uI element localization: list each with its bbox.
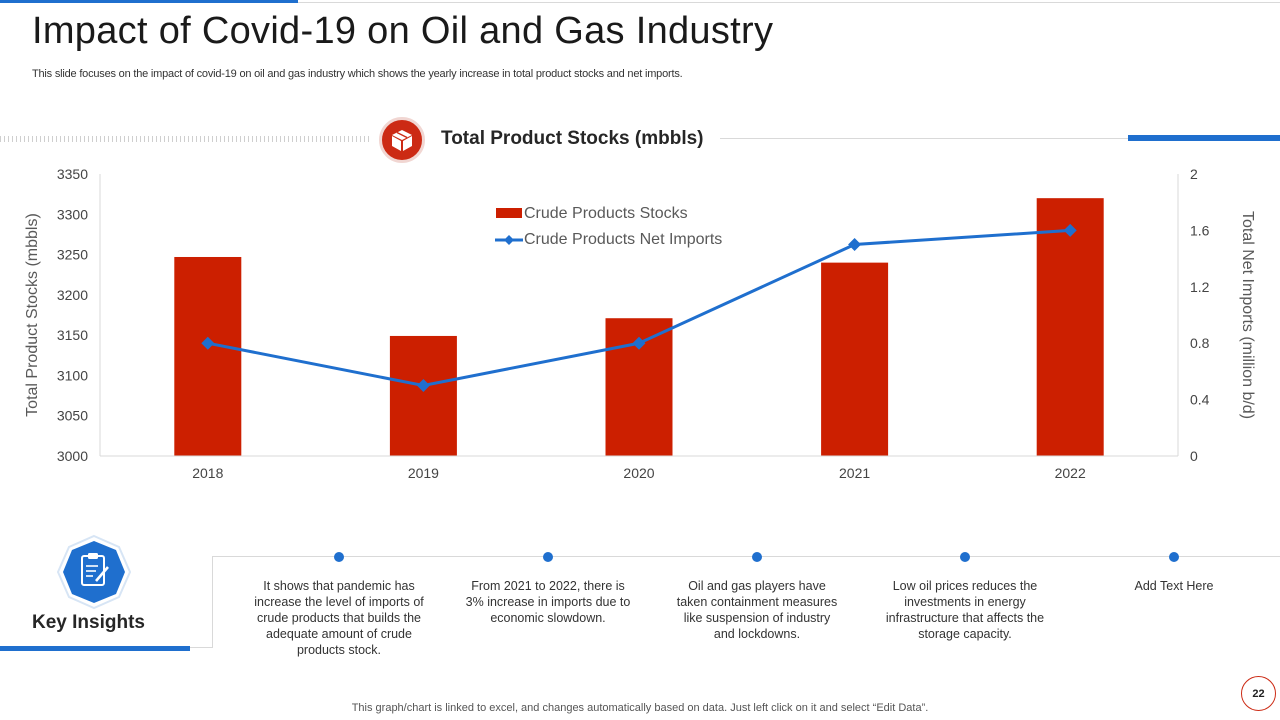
timeline-pin-icon [334,552,344,562]
key-insights-badge [56,534,132,610]
bar [1036,198,1104,456]
y-tick-label: 3300 [57,206,88,222]
y2-tick-label: 1.2 [1190,279,1210,295]
y-tick-label: 3150 [57,327,88,343]
insight-item: Low oil prices reduces the investments i… [880,551,1050,642]
section-accent-bar [1128,135,1280,141]
section-divider [720,138,1280,139]
timeline-pin-icon [1169,552,1179,562]
x-tick-label: 2019 [408,465,439,481]
section-dotted-divider [0,136,372,142]
page-number: 22 [1241,676,1276,711]
y-axis-title: Total Product Stocks (mbbls) [24,213,41,417]
box-icon [392,130,412,151]
insight-item: Add Text Here [1124,551,1224,594]
y-tick-label: 3250 [57,247,88,263]
line-series [201,223,1077,392]
chart-legend: Crude Products Stocks Crude Products Net … [495,205,722,248]
y-tick-label: 3100 [57,367,88,383]
y-tick-label: 3000 [57,448,88,464]
x-tick-label: 2022 [1055,465,1086,481]
chart-axes: 3000 3050 3100 3150 3200 3250 3300 3350 0 0.4 0.8 1… [24,166,1256,481]
y2-tick-label: 2 [1190,166,1198,182]
insight-text: From 2021 to 2022, there is 3% increase … [465,579,631,625]
y2-tick-label: 0.4 [1190,392,1210,408]
bar [821,262,889,456]
page-subtitle: This slide focuses on the impact of covi… [32,68,683,80]
insight-text: Add Text Here [1134,579,1214,593]
section-badge [379,117,425,163]
legend-swatch-marker [504,235,514,245]
insight-text: It shows that pandemic has increase the … [254,579,424,657]
x-tick-label: 2020 [623,465,654,481]
timeline-pin-icon [752,552,762,562]
insight-text: Low oil prices reduces the investments i… [885,579,1045,641]
top-divider [298,2,1280,3]
insight-item: Oil and gas players have taken containme… [672,551,842,642]
line-point [1063,223,1077,237]
insight-item: From 2021 to 2022, there is 3% increase … [463,551,633,626]
insights-timeline-connector [190,647,213,648]
clipboard-icon [81,553,109,586]
x-tick-label: 2021 [839,465,870,481]
insight-item: It shows that pandemic has increase the … [254,551,424,658]
timeline-pin-icon [960,552,970,562]
y-tick-label: 3200 [57,287,88,303]
legend-label-bar: Crude Products Stocks [524,205,688,222]
timeline-pin-icon [543,552,553,562]
bar [389,335,457,456]
legend-label-line: Crude Products Net Imports [524,231,722,248]
line-point [201,336,215,350]
key-insights-label: Key Insights [32,612,145,633]
footer-note: This graph/chart is linked to excel, and… [351,702,929,714]
x-tick-label: 2018 [192,465,223,481]
y2-tick-label: 1.6 [1190,222,1210,238]
y-tick-label: 3050 [57,408,88,424]
line-point [848,238,862,251]
line-point [632,336,646,350]
insight-text: Oil and gas players have taken containme… [676,579,838,641]
bar [174,256,242,456]
y2-tick-label: 0 [1190,448,1198,464]
y2-axis-title: Total Net Imports (million b/d) [1239,211,1256,419]
legend-swatch-bar [496,208,522,218]
page-title: Impact of Covid-19 on Oil and Gas Indust… [32,10,774,52]
top-accent-bar [0,0,298,3]
combo-chart[interactable]: 3000 3050 3100 3150 3200 3250 3300 3350 0 0.4 0.8 1… [0,160,1280,490]
chart-section-title: Total Product Stocks (mbbls) [441,128,704,149]
y2-tick-label: 0.8 [1190,335,1210,351]
insights-timeline-line [212,556,1280,648]
y-tick-label: 3350 [57,166,88,182]
key-insights-underline [0,646,190,651]
line-point [416,379,430,392]
